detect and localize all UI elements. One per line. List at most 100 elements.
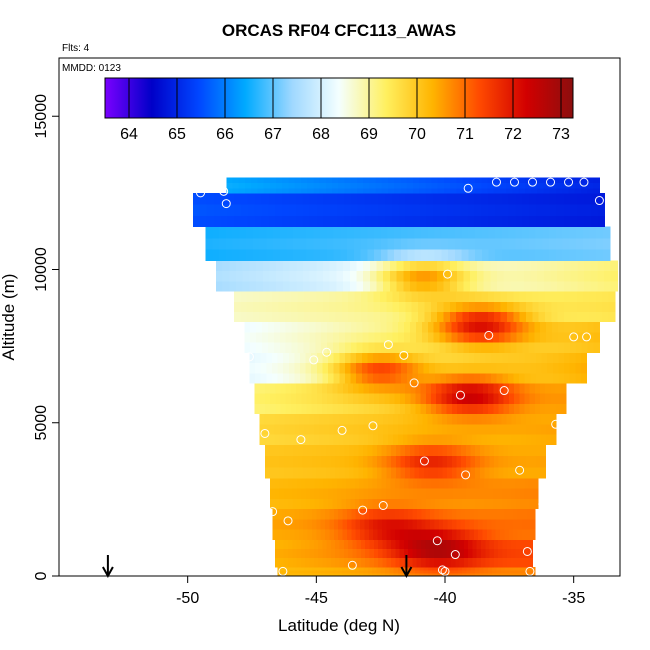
field-cell bbox=[450, 280, 458, 292]
field-cell bbox=[568, 187, 576, 194]
field-cell bbox=[306, 226, 315, 239]
field-cell bbox=[386, 290, 394, 302]
field-cell bbox=[425, 508, 431, 520]
field-cell bbox=[377, 466, 383, 479]
field-cell bbox=[365, 539, 371, 550]
field-cell bbox=[313, 433, 320, 445]
field-cell bbox=[470, 444, 476, 457]
field-cell bbox=[510, 342, 518, 353]
field-cell bbox=[275, 204, 283, 216]
field-cell bbox=[356, 557, 362, 568]
field-cell bbox=[541, 362, 548, 374]
field-cell bbox=[506, 488, 512, 499]
field-cell bbox=[461, 226, 469, 239]
field-cell bbox=[481, 311, 489, 323]
field-cell bbox=[336, 192, 345, 205]
field-cell bbox=[381, 488, 387, 499]
field-cell bbox=[438, 557, 444, 568]
field-cell bbox=[589, 290, 597, 302]
field-cell bbox=[410, 321, 417, 333]
field-cell bbox=[529, 192, 537, 205]
field-cell bbox=[222, 270, 230, 282]
field-cell bbox=[549, 187, 557, 194]
field-cell bbox=[431, 187, 439, 194]
field-cell bbox=[389, 572, 395, 576]
field-cell bbox=[506, 433, 512, 445]
field-cell bbox=[448, 488, 454, 499]
field-cell bbox=[456, 393, 463, 404]
field-cell bbox=[250, 321, 257, 333]
field-cell bbox=[421, 477, 427, 489]
field-cell bbox=[398, 342, 405, 353]
field-cell bbox=[285, 508, 291, 520]
chart-title: ORCAS RF04 CFC113_AWAS bbox=[222, 21, 456, 40]
field-cell bbox=[297, 321, 305, 333]
field-cell bbox=[306, 237, 315, 250]
field-cell bbox=[381, 518, 387, 530]
field-cell bbox=[290, 518, 296, 530]
field-cell bbox=[342, 508, 348, 520]
field-cell bbox=[377, 529, 383, 540]
field-cell bbox=[495, 508, 501, 520]
field-cell bbox=[396, 280, 404, 292]
field-cell bbox=[272, 290, 280, 302]
sample-point bbox=[509, 177, 519, 187]
field-cell bbox=[531, 466, 537, 479]
field-cell bbox=[255, 372, 262, 384]
field-cell bbox=[259, 413, 266, 425]
field-cell bbox=[401, 372, 408, 384]
field-cell bbox=[577, 215, 585, 228]
field-cell bbox=[333, 352, 340, 364]
field-cell bbox=[515, 557, 521, 568]
field-cell bbox=[476, 270, 485, 282]
field-cell bbox=[569, 342, 577, 353]
field-cell bbox=[473, 529, 479, 540]
field-cell bbox=[417, 423, 424, 435]
field-cell bbox=[349, 280, 358, 292]
field-cell bbox=[215, 280, 224, 292]
field-cell bbox=[329, 518, 335, 530]
field-cell bbox=[250, 331, 257, 343]
field-cell bbox=[563, 215, 571, 228]
field-cell bbox=[502, 539, 508, 550]
field-cell bbox=[215, 260, 224, 272]
field-cell bbox=[506, 311, 514, 323]
field-cell bbox=[517, 444, 523, 457]
field-cell bbox=[523, 280, 532, 292]
field-cell bbox=[580, 362, 588, 374]
field-cell bbox=[296, 393, 302, 404]
field-cell bbox=[557, 280, 565, 292]
field-cell bbox=[513, 572, 519, 576]
field-cell bbox=[395, 508, 401, 520]
field-cell bbox=[192, 192, 201, 205]
field-cell bbox=[535, 352, 543, 364]
field-cell bbox=[296, 557, 302, 568]
field-cell bbox=[252, 249, 261, 261]
field-cell bbox=[552, 352, 560, 364]
field-cell bbox=[394, 477, 400, 489]
field-cell bbox=[389, 393, 396, 404]
field-cell bbox=[348, 548, 353, 559]
field-cell bbox=[225, 226, 234, 239]
field-cell bbox=[337, 382, 344, 394]
field-cell bbox=[443, 187, 451, 194]
field-cell bbox=[481, 557, 486, 568]
field-cell bbox=[468, 548, 474, 559]
field-cell bbox=[479, 372, 487, 384]
field-cell bbox=[505, 572, 510, 576]
field-cell bbox=[296, 382, 302, 394]
field-cell bbox=[419, 566, 425, 571]
field-cell bbox=[402, 566, 408, 571]
field-cell bbox=[550, 393, 557, 404]
field-cell bbox=[264, 413, 271, 425]
field-cell bbox=[239, 237, 247, 250]
field-cell bbox=[521, 455, 528, 468]
field-cell bbox=[485, 557, 491, 568]
field-cell bbox=[288, 352, 295, 364]
field-cell bbox=[407, 237, 416, 250]
field-cell bbox=[353, 403, 359, 415]
field-cell bbox=[528, 498, 534, 510]
field-cell bbox=[266, 226, 274, 239]
field-cell bbox=[540, 433, 547, 445]
field-cell bbox=[533, 498, 539, 510]
